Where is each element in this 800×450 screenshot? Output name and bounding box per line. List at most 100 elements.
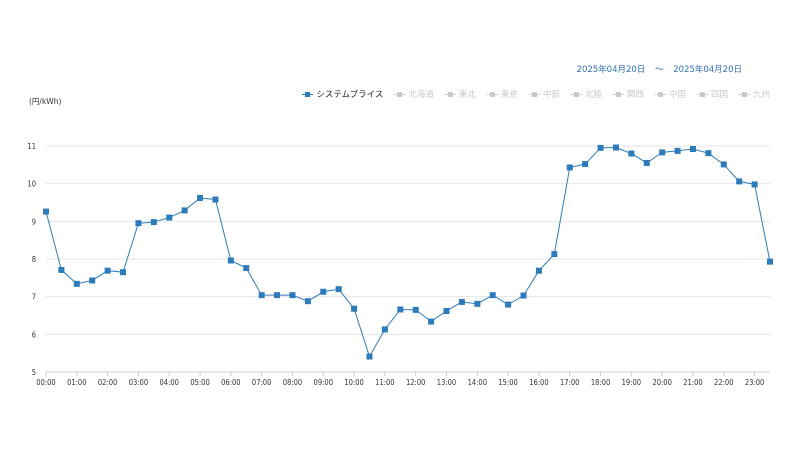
legend-marker-icon xyxy=(696,91,708,98)
legend-marker-icon xyxy=(570,91,582,98)
data-point xyxy=(458,298,465,305)
data-point xyxy=(412,306,419,313)
legend-label: 九州 xyxy=(752,90,770,100)
data-point xyxy=(351,305,358,312)
legend-marker-icon xyxy=(612,91,624,98)
x-tick-label: 02:00 xyxy=(98,378,117,387)
date-to: 2025年04月20日 xyxy=(673,65,742,75)
legend-label: 北海道 xyxy=(408,90,434,100)
data-point xyxy=(58,266,65,273)
data-point xyxy=(736,178,743,185)
legend-item-6[interactable]: 関西 xyxy=(612,88,644,100)
x-tick-label: 18:00 xyxy=(591,378,610,387)
legend-label: 関西 xyxy=(626,90,644,100)
data-point xyxy=(566,164,573,171)
y-axis-unit-label: (円/kWh) xyxy=(29,97,62,106)
data-point xyxy=(197,194,204,201)
data-point xyxy=(243,265,250,272)
data-point xyxy=(289,292,296,299)
data-point xyxy=(258,292,265,299)
data-point xyxy=(751,181,758,188)
legend-marker-icon xyxy=(302,91,314,98)
x-tick-label: 03:00 xyxy=(129,378,148,387)
data-point xyxy=(628,150,635,157)
x-tick-label: 11:00 xyxy=(375,378,394,387)
legend-marker-icon xyxy=(528,91,540,98)
legend-item-8[interactable]: 四国 xyxy=(696,88,728,100)
legend-label: 中国 xyxy=(668,90,686,100)
data-point xyxy=(397,306,404,313)
date-separator: 〜 xyxy=(655,65,664,75)
data-point xyxy=(366,353,373,360)
legend-label: システムプライス xyxy=(316,90,384,100)
data-point xyxy=(274,292,281,299)
legend-item-2[interactable]: 東北 xyxy=(444,88,476,100)
date-range[interactable]: 2025年04月20日 〜 2025年04月20日 xyxy=(577,63,742,75)
x-tick-label: 20:00 xyxy=(652,378,671,387)
data-point xyxy=(659,149,666,156)
x-tick-label: 05:00 xyxy=(190,378,209,387)
data-point xyxy=(304,298,311,305)
data-point xyxy=(474,300,481,307)
data-point xyxy=(597,144,604,151)
data-point xyxy=(612,144,619,151)
legend-marker-icon xyxy=(738,91,750,98)
data-point xyxy=(320,288,327,295)
data-point xyxy=(227,257,234,264)
data-point xyxy=(104,267,111,274)
date-from: 2025年04月20日 xyxy=(576,65,646,75)
legend-item-4[interactable]: 中部 xyxy=(528,88,560,100)
x-tick-label: 19:00 xyxy=(622,378,641,387)
x-tick-label: 16:00 xyxy=(529,378,548,387)
data-point xyxy=(705,150,712,157)
chart-legend: システムプライス 北海道 東北 東京 中部 北陸 関西 中国 四国 九州 xyxy=(302,88,770,100)
legend-label: 東京 xyxy=(500,90,518,100)
y-tick-label: 5 xyxy=(32,368,36,377)
y-tick-label: 11 xyxy=(27,142,36,151)
x-tick-label: 14:00 xyxy=(468,378,487,387)
y-tick-label: 10 xyxy=(27,180,36,189)
x-tick-label: 01:00 xyxy=(67,378,86,387)
data-point xyxy=(689,146,696,153)
data-point xyxy=(535,267,542,274)
legend-item-9[interactable]: 九州 xyxy=(738,88,770,100)
data-point xyxy=(89,277,96,284)
legend-label: 四国 xyxy=(710,90,728,100)
legend-item-7[interactable]: 中国 xyxy=(654,88,686,100)
x-tick-label: 06:00 xyxy=(221,378,240,387)
legend-item-1[interactable]: 北海道 xyxy=(394,88,434,100)
x-tick-label: 13:00 xyxy=(437,378,456,387)
data-point xyxy=(181,207,188,214)
y-tick-label: 7 xyxy=(32,293,36,302)
legend-label: 東北 xyxy=(458,90,476,100)
legend-label: 北陸 xyxy=(584,90,602,100)
legend-item-0[interactable]: システムプライス xyxy=(302,88,383,100)
data-point xyxy=(335,286,342,293)
y-tick-label: 6 xyxy=(32,330,36,339)
data-point xyxy=(166,214,173,221)
x-tick-label: 12:00 xyxy=(406,378,425,387)
x-tick-label: 23:00 xyxy=(745,378,764,387)
x-tick-label: 10:00 xyxy=(344,378,363,387)
legend-label: 中部 xyxy=(542,90,560,100)
legend-item-3[interactable]: 東京 xyxy=(486,88,518,100)
series-line-system-price xyxy=(45,147,771,358)
data-point xyxy=(73,280,80,287)
data-point xyxy=(489,292,496,299)
x-tick-label: 08:00 xyxy=(283,378,302,387)
data-point xyxy=(443,307,450,314)
x-tick-label: 00:00 xyxy=(36,378,55,387)
data-point xyxy=(674,147,681,154)
data-point xyxy=(381,326,388,333)
data-point xyxy=(43,208,49,215)
data-point xyxy=(520,292,527,299)
data-point xyxy=(428,318,435,325)
x-tick-label: 17:00 xyxy=(560,378,579,387)
x-tick-label: 04:00 xyxy=(160,378,179,387)
legend-item-5[interactable]: 北陸 xyxy=(570,88,602,100)
x-tick-label: 21:00 xyxy=(683,378,702,387)
data-point xyxy=(767,258,773,265)
x-tick-label: 07:00 xyxy=(252,378,271,387)
